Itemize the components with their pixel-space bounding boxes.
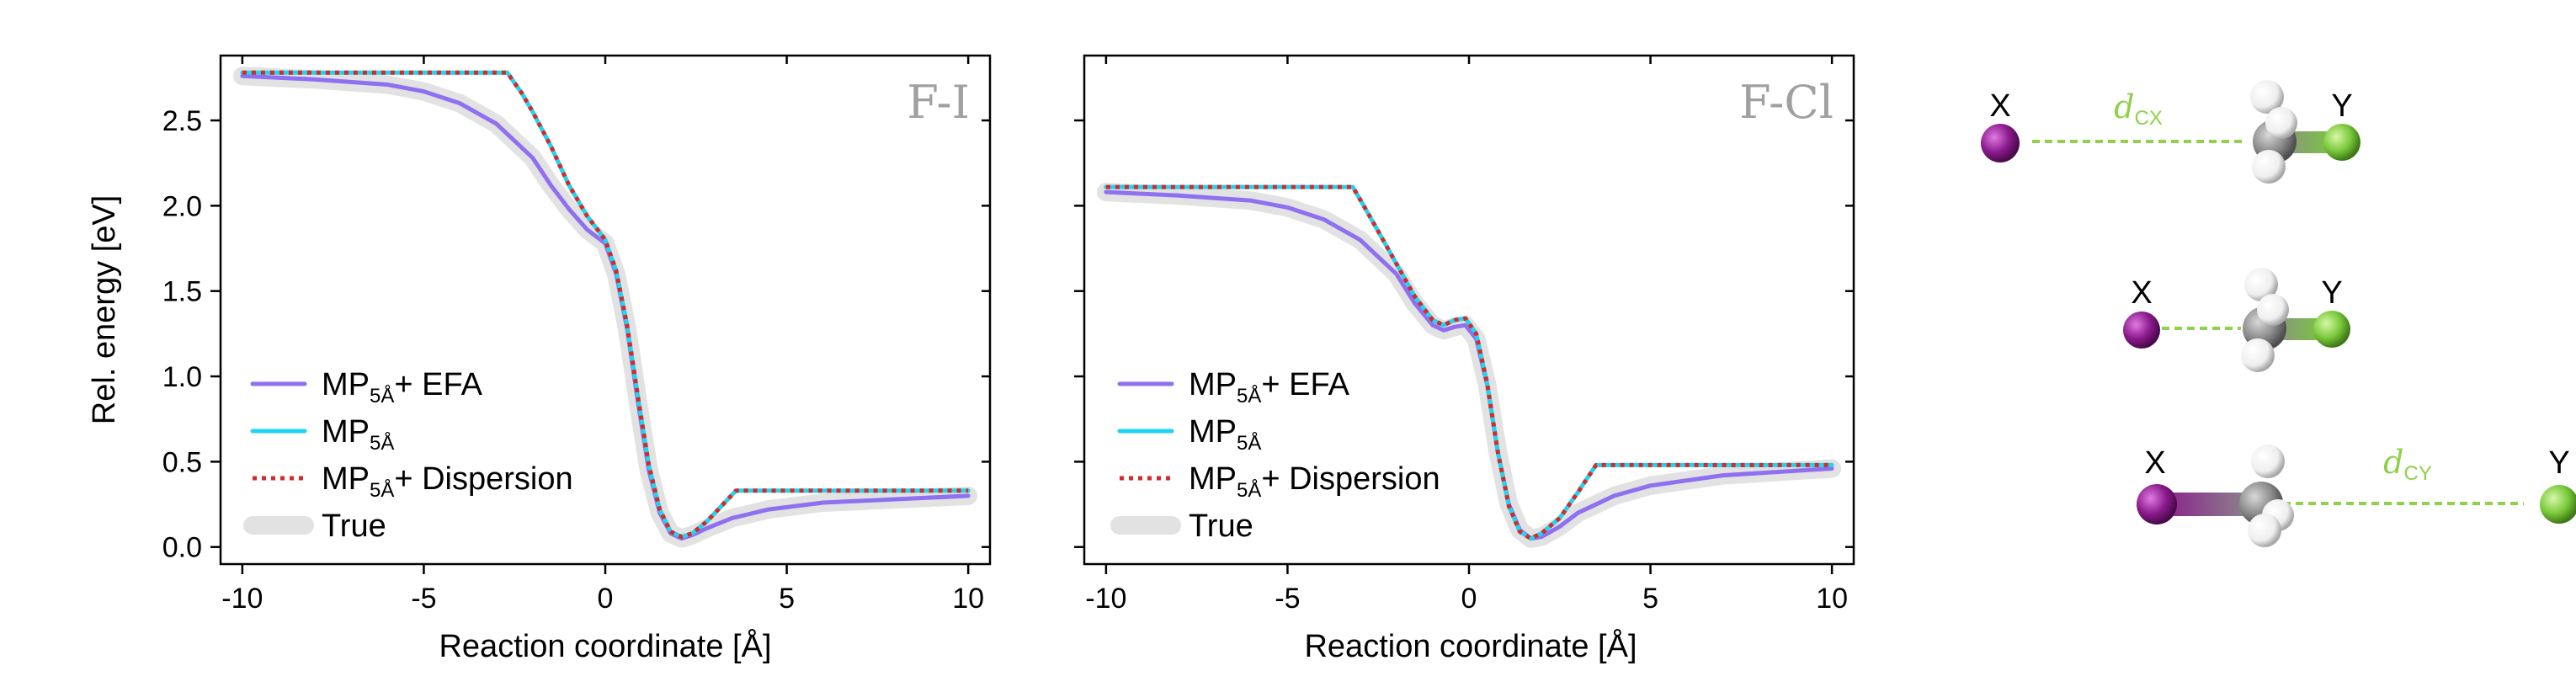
y-tick-label: 2.0 xyxy=(162,190,202,222)
legend-label-mp: MP5Å xyxy=(322,414,394,455)
y-atom-label: Y xyxy=(2321,275,2342,311)
molecule-transition: X Y xyxy=(2123,268,2350,372)
y-tick-label: 1.5 xyxy=(162,276,202,308)
h-atom xyxy=(2241,338,2275,372)
x-atom xyxy=(2123,312,2160,349)
y-tick-label: 0.0 xyxy=(162,532,202,564)
h-atom xyxy=(2251,445,2285,478)
x-tick-label: -5 xyxy=(1275,583,1300,615)
h-atom xyxy=(2250,80,2284,114)
h-atom xyxy=(2265,107,2297,139)
x-axis-label: Reaction coordinate [Å] xyxy=(439,627,771,664)
legend-label-efa: MP5Å+ EFA xyxy=(1189,367,1350,407)
molecule-reactant: X Y dCX xyxy=(1981,80,2360,184)
legend-label-true: True xyxy=(1189,509,1253,544)
h-atom xyxy=(2248,514,2281,547)
panel-title: F-I xyxy=(907,76,970,129)
h-atom xyxy=(2252,150,2286,184)
x-tick-label: 10 xyxy=(1816,583,1848,615)
x-tick-label: -10 xyxy=(221,583,263,615)
x-tick-label: 0 xyxy=(598,583,614,615)
y-atom-label: Y xyxy=(2331,88,2352,124)
legend: MP5Å+ EFA MP5Å MP5Å+ Dispersion True xyxy=(1110,367,1440,544)
x-atom-label: X xyxy=(1989,88,2010,124)
axis-ticks: -10 -5 0 5 10 0.0 0.5 1.0 1.5 2.0 2.5 xyxy=(162,56,990,615)
plot-curves xyxy=(1096,183,1842,548)
molecule-diagrams: X Y dCX X Y X Y xyxy=(1981,80,2576,547)
axis-ticks: -10 -5 0 5 10 xyxy=(1074,56,1854,615)
panel-f-i: -10 -5 0 5 10 0.0 0.5 1.0 1.5 2.0 2.5 F-I Reaction… xyxy=(87,54,992,664)
legend: MP5Å+ EFA MP5Å MP5Å+ Dispersion True xyxy=(243,367,573,544)
x-tick-label: 5 xyxy=(1642,583,1658,615)
plot-curves xyxy=(232,67,978,548)
y-atom-label: Y xyxy=(2548,445,2569,481)
h-atom xyxy=(2244,268,2278,301)
x-atom-label: X xyxy=(2131,275,2152,311)
y-tick-label: 1.0 xyxy=(162,361,202,393)
molecule-product: X Y dCY xyxy=(2137,444,2576,547)
y-atom xyxy=(2313,311,2350,348)
panel-title: F-Cl xyxy=(1739,76,1834,129)
h-atom xyxy=(2257,294,2289,326)
series-line-mp xyxy=(1104,184,1834,541)
x-tick-label: -5 xyxy=(411,583,436,615)
y-tick-label: 2.5 xyxy=(162,105,202,137)
legend-label-true: True xyxy=(322,509,386,544)
distance-label-cy: dCY xyxy=(2383,444,2432,485)
y-tick-label: 0.5 xyxy=(162,446,202,478)
x-axis-label: Reaction coordinate [Å] xyxy=(1304,627,1637,664)
x-tick-label: -10 xyxy=(1085,583,1126,615)
panel-f-cl: -10 -5 0 5 10 F-Cl Reaction coordinate [Å] M… xyxy=(1074,54,1855,664)
x-tick-label: 0 xyxy=(1461,583,1477,615)
x-atom xyxy=(1981,124,2020,162)
legend-label-mp: MP5Å xyxy=(1189,414,1261,455)
x-tick-label: 10 xyxy=(952,583,984,615)
y-axis-label: Rel. energy [eV] xyxy=(87,195,122,424)
x-atom xyxy=(2137,484,2177,525)
y-atom xyxy=(2540,485,2576,524)
series-line-dispersion xyxy=(242,70,969,540)
y-atom xyxy=(2323,124,2360,161)
x-tick-label: 5 xyxy=(779,583,795,615)
x-atom-label: X xyxy=(2144,445,2165,481)
legend-label-dispersion: MP5Å+ Dispersion xyxy=(322,461,573,502)
distance-label-cx: dCX xyxy=(2114,88,2163,130)
legend-label-efa: MP5Å+ EFA xyxy=(322,367,483,407)
legend-label-dispersion: MP5Å+ Dispersion xyxy=(1189,461,1440,502)
